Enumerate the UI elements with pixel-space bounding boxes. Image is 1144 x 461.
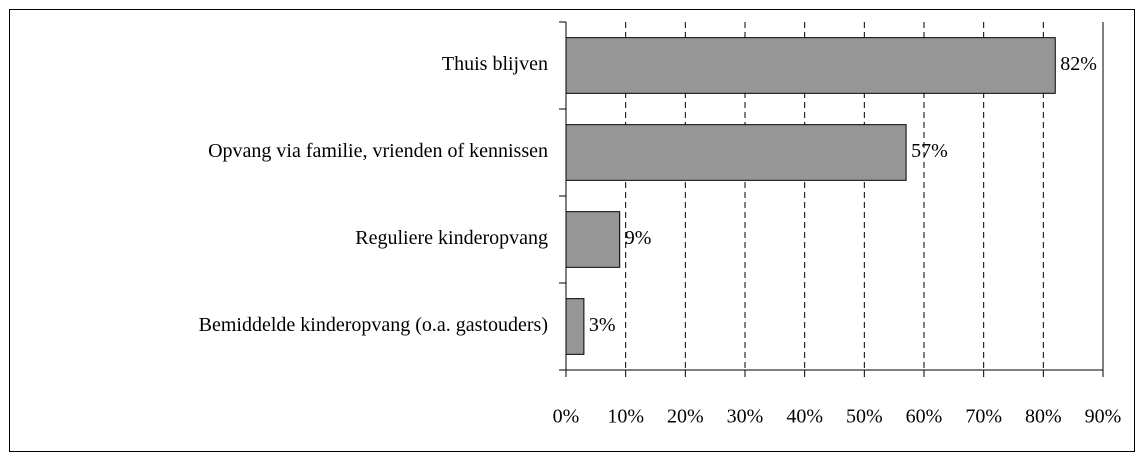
value-label: 82% [1060,53,1097,75]
x-tick-label: 0% [553,406,580,428]
x-tick-label: 10% [607,406,644,428]
x-tick-label: 50% [846,406,883,428]
x-tick-label: 40% [786,406,823,428]
x-tick-label: 80% [1025,406,1062,428]
y-tick-label: Bemiddelde kinderopvang (o.a. gastouders… [199,314,548,336]
y-tick-label: Opvang via familie, vrienden of kennisse… [208,140,548,162]
bar [565,37,1056,94]
y-tick-label: Reguliere kinderopvang [355,227,548,249]
bar [565,211,621,268]
bar [565,124,907,181]
x-tick-label: 20% [667,406,704,428]
value-label: 57% [911,140,948,162]
x-tick-label: 90% [1085,406,1122,428]
value-label: 9% [625,227,652,249]
x-tick-label: 70% [965,406,1002,428]
y-tick-label: Thuis blijven [442,53,548,75]
value-label: 3% [589,314,616,336]
x-tick-label: 60% [906,406,943,428]
x-tick-label: 30% [727,406,764,428]
bar [565,298,585,355]
